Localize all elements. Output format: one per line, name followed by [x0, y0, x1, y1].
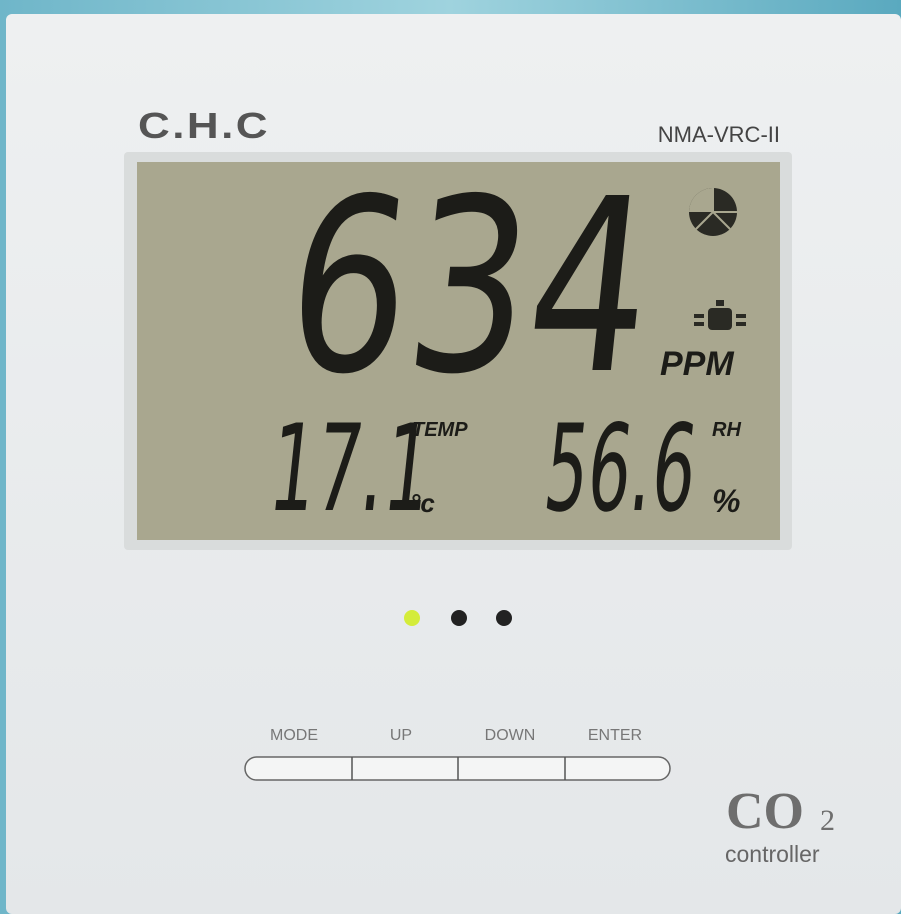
logo-main: CO	[726, 783, 804, 840]
co2-unit: PPM	[660, 345, 734, 383]
co2-value: 634	[275, 148, 664, 427]
button-label: MODE	[270, 727, 318, 744]
rh-value: 56.6	[538, 399, 703, 539]
model: NMA-VRC-II	[658, 122, 780, 147]
lcd-screen	[137, 162, 780, 540]
brand: C.H.C	[138, 105, 270, 146]
temp-unit: °c	[410, 488, 435, 518]
rh-unit: %	[712, 483, 740, 519]
rh-label: RH	[712, 419, 741, 441]
temp-value: 17.1	[263, 399, 438, 539]
led-green	[404, 610, 420, 626]
button-label: UP	[390, 727, 412, 744]
led-3	[496, 610, 512, 626]
button-label: DOWN	[485, 727, 536, 744]
alarm-icon	[694, 300, 746, 330]
temp-label: TEMP	[412, 419, 468, 441]
button-label: ENTER	[588, 727, 642, 744]
logo-caption: controller	[725, 841, 820, 867]
fan-icon	[689, 188, 737, 236]
led-2	[451, 610, 467, 626]
logo-sub: 2	[820, 804, 835, 837]
